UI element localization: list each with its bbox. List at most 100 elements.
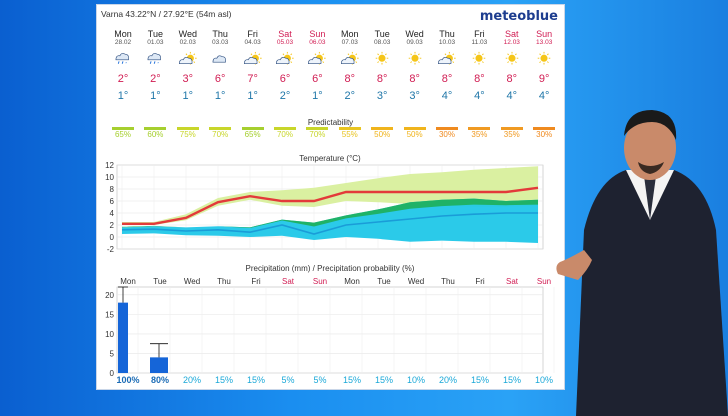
min-temperature: 1° xyxy=(247,90,258,102)
min-temperature: 1° xyxy=(150,90,161,102)
precip-y-tick: 20 xyxy=(105,291,114,300)
day-date: 02.03 xyxy=(179,39,196,46)
day-date: 11.03 xyxy=(471,39,488,46)
day-date: 05.03 xyxy=(276,39,294,46)
predictability-value: 60% xyxy=(147,130,164,139)
precip-chart-title: Precipitation (mm) / Precipitation proba… xyxy=(246,264,415,273)
day-name: Mon xyxy=(114,29,132,39)
precip-y-tick: 10 xyxy=(105,330,114,339)
precip-probability-value: 20% xyxy=(182,375,201,385)
day-column: Mon 28.02 * 2° 1° xyxy=(107,29,139,102)
min-temperature: 2° xyxy=(279,90,291,102)
day-column: Sat 12.03 8° 4° xyxy=(496,29,528,102)
day-name: Wed xyxy=(405,29,424,39)
precip-weekday-label: Sun xyxy=(312,277,328,286)
predictability-value: 70% xyxy=(276,130,293,139)
min-temperature: 4° xyxy=(506,90,518,102)
svg-text:*: * xyxy=(158,61,160,66)
temperature-y-tick: 0 xyxy=(110,233,115,242)
min-temperature: 2° xyxy=(344,90,356,102)
max-temperature: 2° xyxy=(117,73,129,85)
temperature-y-tick: 8 xyxy=(110,185,115,194)
predictability-cell: 65% xyxy=(238,127,268,141)
day-date: 06.03 xyxy=(309,39,326,46)
precip-weekday-label: Thu xyxy=(217,277,231,286)
precip-weekday-label: Thu xyxy=(441,277,455,286)
predictability-bar xyxy=(176,127,199,130)
temperature-y-tick: 10 xyxy=(105,173,114,182)
day-date: 03.03 xyxy=(212,39,229,46)
day-name: Sat xyxy=(505,29,519,39)
day-name: Sun xyxy=(536,29,553,39)
day-date: 09.03 xyxy=(406,39,423,46)
max-temperature: 8° xyxy=(474,73,485,85)
precip-probability-value: 15% xyxy=(214,375,233,385)
max-temperature: 6° xyxy=(279,73,291,85)
meteogram-panel: Varna 43.22°N / 27.92°E (54m asl) meteob… xyxy=(96,4,565,390)
day-name: Tue xyxy=(147,29,163,39)
temperature-y-tick: 6 xyxy=(110,197,115,206)
predictability-cell: 30% xyxy=(529,127,559,141)
precip-probability-value: 10% xyxy=(534,375,553,385)
precip-bar xyxy=(118,302,128,373)
predictability-bar xyxy=(241,127,264,130)
precip-weekday-label: Wed xyxy=(407,277,425,286)
day-name: Sun xyxy=(309,29,326,39)
min-temperature: 3° xyxy=(376,90,388,102)
precip-probability-value: 15% xyxy=(374,375,393,385)
min-temperature: 1° xyxy=(117,90,129,102)
cloud-rain-snow-icon: * xyxy=(139,51,171,67)
predictability-value: 35% xyxy=(471,130,488,139)
predictability-cell: 55% xyxy=(335,127,365,141)
temperature-chart-title: Temperature (°C) xyxy=(299,154,361,163)
day-date: 10.03 xyxy=(438,39,456,46)
max-temperature: 7° xyxy=(247,73,258,85)
temperature-y-tick: 4 xyxy=(110,209,115,218)
max-temperature: 8° xyxy=(506,73,518,85)
sun-icon xyxy=(366,51,398,67)
precip-probability-value: 5% xyxy=(281,375,295,385)
precip-weekday-label: Fri xyxy=(475,277,485,286)
precip-weekday-label: Wed xyxy=(183,277,201,286)
day-date: 01.03 xyxy=(147,39,164,46)
predictability-value: 65% xyxy=(114,130,131,139)
predictability-value: 65% xyxy=(244,130,261,139)
day-date: 08.03 xyxy=(374,39,391,46)
predictability-value: 30% xyxy=(438,130,455,139)
day-column: Mon 07.03 8° 2° xyxy=(334,29,366,102)
predictability-value: 50% xyxy=(374,130,391,139)
precip-bar xyxy=(150,357,168,373)
location-label: Varna 43.22°N / 27.92°E (54m asl) xyxy=(101,9,232,19)
predictability-cell: 35% xyxy=(497,127,527,141)
precip-probability-value: 20% xyxy=(438,375,457,385)
min-temperature: 3° xyxy=(409,90,420,102)
predictability-value: 75% xyxy=(179,130,196,139)
max-temperature: 9° xyxy=(538,73,550,85)
min-temperature: 4° xyxy=(474,90,485,102)
predictability-bar xyxy=(403,127,426,130)
precip-probability-value: 15% xyxy=(470,375,489,385)
max-temperature: 8° xyxy=(376,73,388,85)
predictability-bar xyxy=(468,127,491,130)
predictability-bar xyxy=(436,127,458,130)
max-temperature: 8° xyxy=(441,73,453,85)
day-column: Thu 03.03 6° 1° xyxy=(204,29,236,102)
day-column: Tue 08.03 8° 3° xyxy=(366,29,398,102)
max-temperature: 3° xyxy=(182,73,194,85)
precip-probability-value: 100% xyxy=(116,375,140,385)
day-column: Thu 10.03 8° 4° xyxy=(431,29,463,102)
max-temperature: 8° xyxy=(344,73,356,85)
day-name: Thu xyxy=(212,29,228,39)
max-temperature: 8° xyxy=(409,73,420,85)
predictability-value: 30% xyxy=(536,130,553,139)
sun-icon xyxy=(463,51,495,67)
min-temperature: 1° xyxy=(182,90,194,102)
partly-cloudy-icon xyxy=(269,51,301,67)
min-temperature: 1° xyxy=(312,90,323,102)
min-temperature-band-inner xyxy=(122,198,538,228)
day-name: Fri xyxy=(247,29,258,39)
precip-weekday-label: Tue xyxy=(153,277,167,286)
max-temperature: 6° xyxy=(312,73,323,85)
predictability-bar xyxy=(274,127,296,130)
predictability-cell: 70% xyxy=(302,127,332,141)
